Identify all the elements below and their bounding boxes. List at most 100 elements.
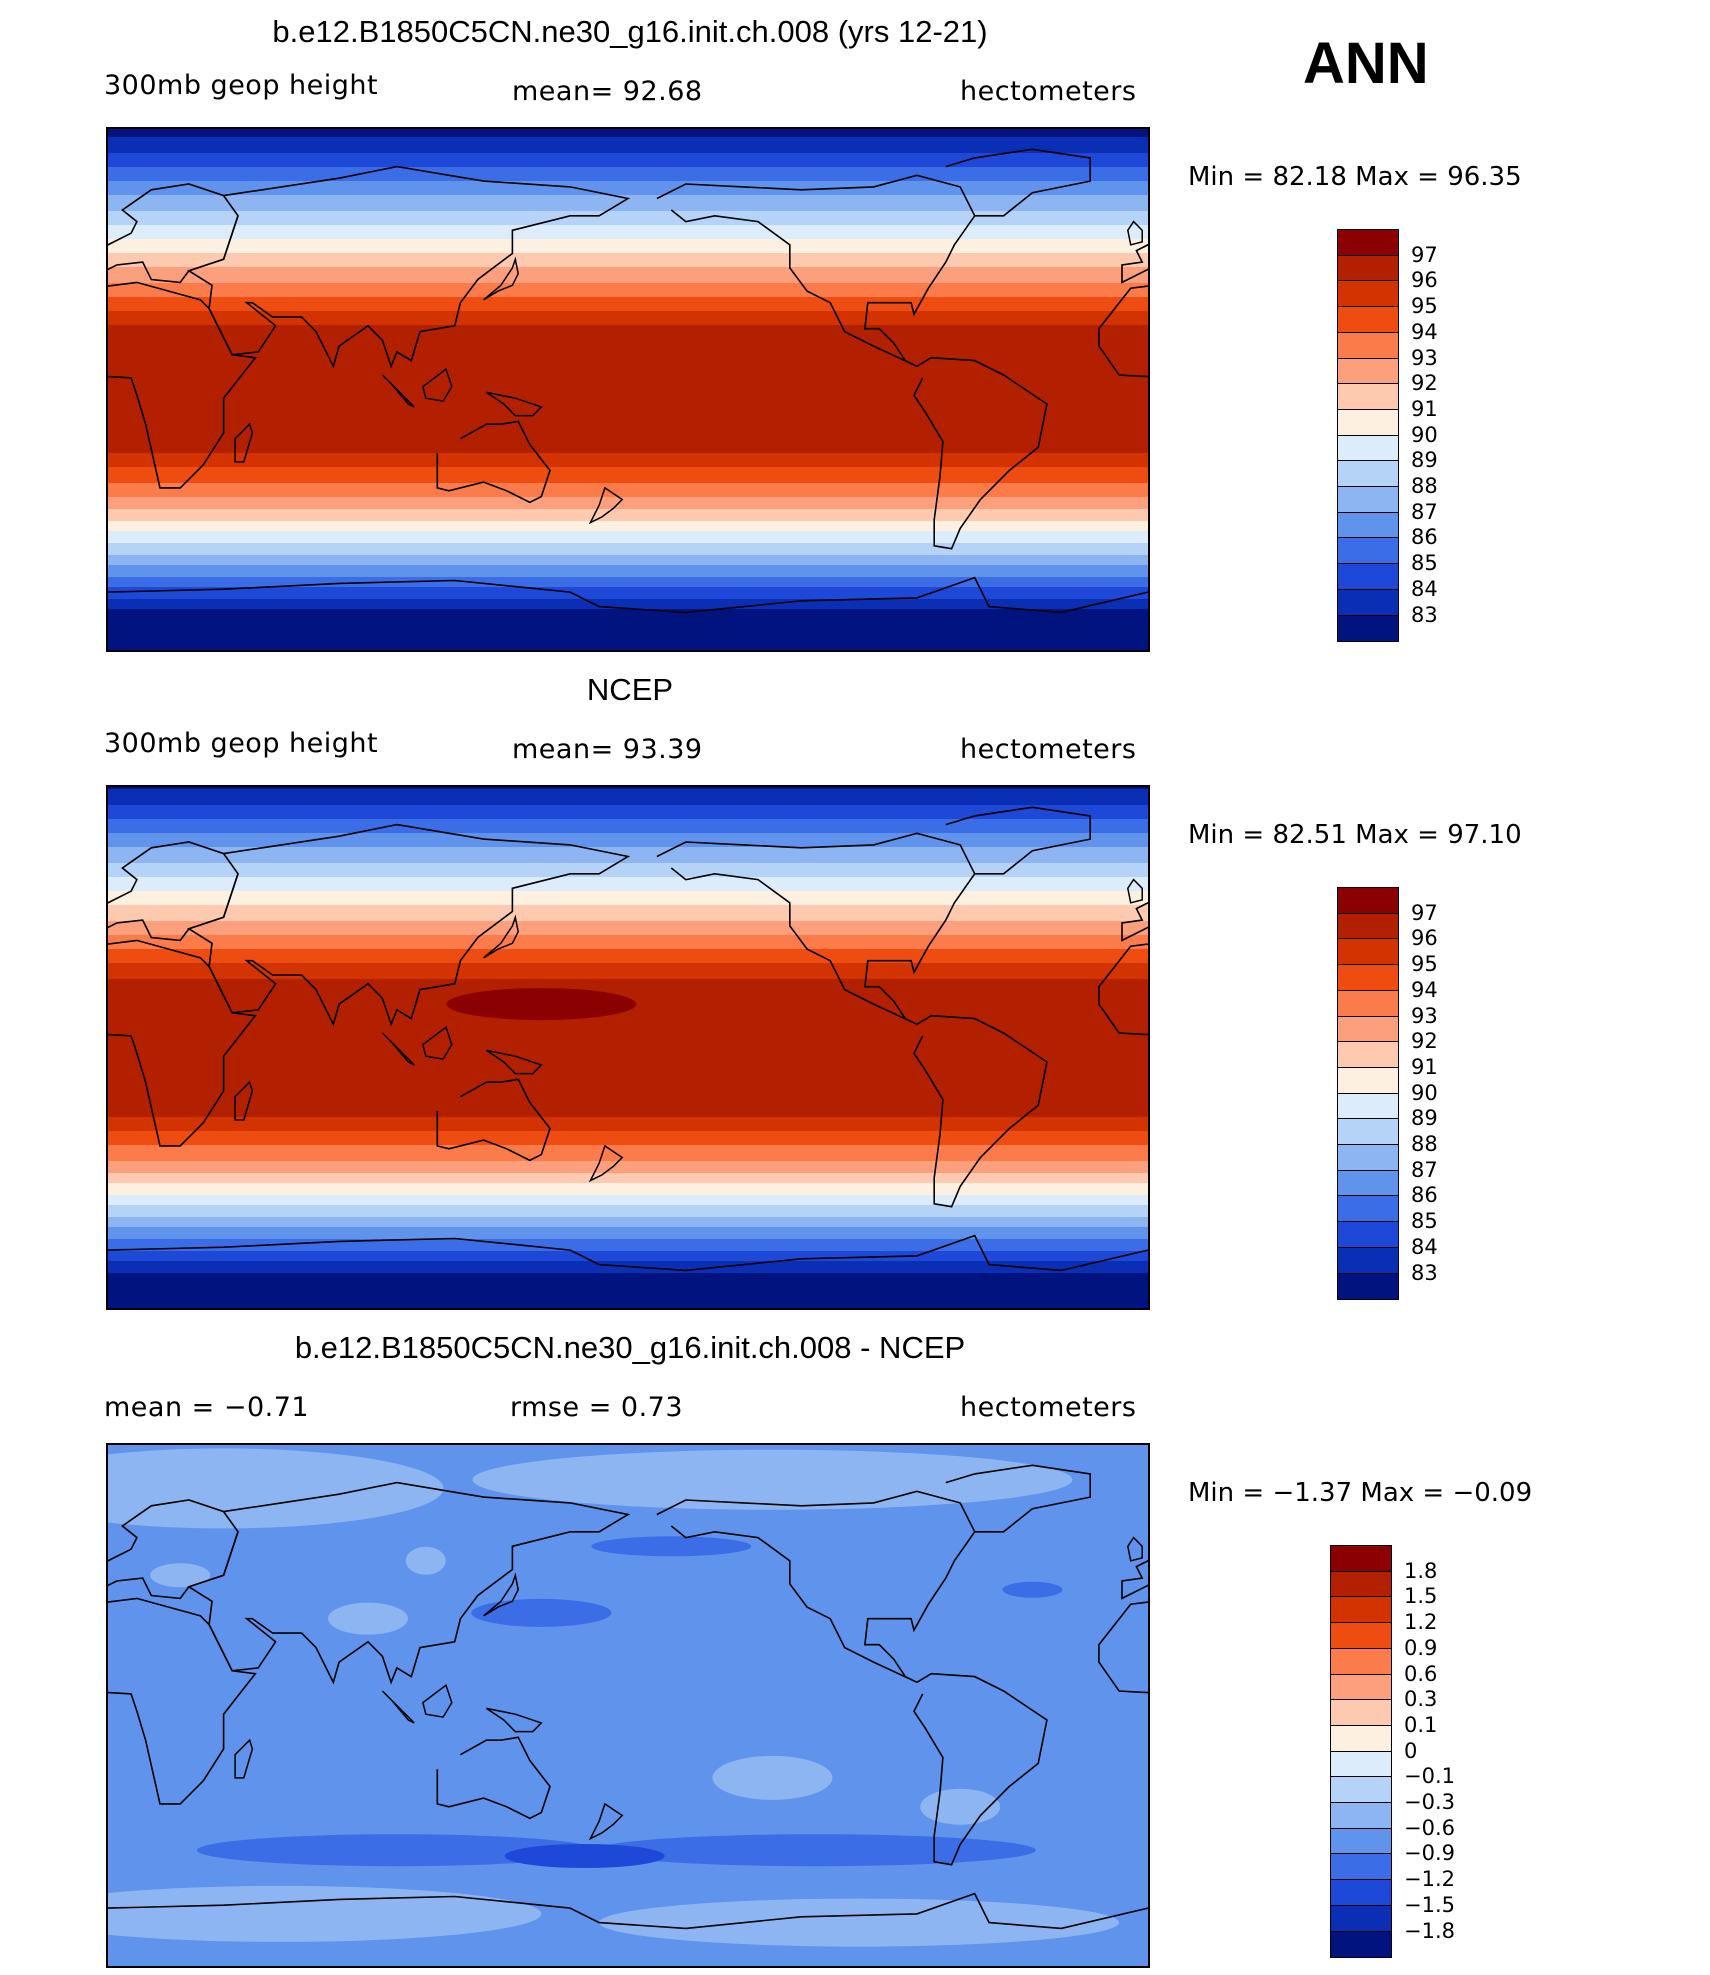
contour-band — [108, 1071, 1148, 1074]
contour-band — [108, 1069, 1148, 1072]
contour-band — [108, 485, 1148, 488]
contour-band — [108, 131, 1148, 134]
contour-band — [108, 989, 1148, 992]
new-zealand-outline — [588, 1802, 624, 1841]
contour-band — [108, 209, 1148, 212]
contour-band — [108, 1157, 1148, 1160]
contour-band — [108, 385, 1148, 388]
contour-band — [108, 963, 1148, 966]
contour-band — [108, 1297, 1148, 1300]
contour-band — [108, 513, 1148, 516]
contour-band — [108, 1221, 1148, 1224]
contour-band — [108, 789, 1148, 792]
contour-band — [108, 1301, 1148, 1304]
colorbar-box — [1337, 887, 1399, 915]
colorbar-tick-label: 88 — [1411, 1132, 1438, 1156]
colorbar-tick-label: 97 — [1411, 242, 1438, 267]
contour-band — [108, 591, 1148, 594]
contour-band — [108, 1051, 1148, 1054]
panel-2-variable-label: 300mb geop height — [104, 728, 379, 759]
contour-band — [108, 301, 1148, 304]
contour-band — [108, 277, 1148, 280]
contour-band — [108, 169, 1148, 172]
contour-band — [108, 985, 1148, 988]
colorbar-box — [1337, 1015, 1399, 1043]
contour-band — [108, 1105, 1148, 1108]
contour-band — [108, 303, 1148, 306]
diff-contour-region — [1002, 1581, 1063, 1598]
contour-band — [108, 211, 1148, 214]
contour-band — [108, 555, 1148, 558]
panel-2-units-label: hectometers — [960, 734, 1137, 765]
contour-band — [108, 797, 1148, 800]
sumatra-outline — [381, 374, 415, 408]
colorbar-tick-label: −1.5 — [1404, 1892, 1455, 1917]
asia-outline — [187, 1481, 631, 1685]
colorbar-tick-label: 0 — [1404, 1738, 1418, 1763]
colorbar-box — [1330, 1596, 1392, 1624]
colorbar-tick-label: 84 — [1411, 1234, 1438, 1259]
contour-band — [108, 343, 1148, 346]
contour-band — [108, 1207, 1148, 1210]
contour-band — [108, 1287, 1148, 1290]
colorbar-tick-label: 86 — [1411, 525, 1438, 550]
contour-band — [108, 975, 1148, 978]
contour-band — [108, 147, 1148, 150]
contour-band — [108, 1117, 1148, 1120]
contour-band — [108, 153, 1148, 156]
contour-band — [108, 481, 1148, 484]
contour-band — [108, 1131, 1148, 1134]
contour-band — [108, 987, 1148, 990]
contour-band — [108, 431, 1148, 434]
contour-band — [108, 595, 1148, 598]
contour-band — [108, 1123, 1148, 1126]
colorbar-tick-label: 94 — [1411, 977, 1438, 1002]
contour-band — [108, 137, 1148, 140]
contour-band — [108, 317, 1148, 320]
contour-band — [108, 1281, 1148, 1284]
season-label: ANN — [1303, 31, 1429, 96]
contour-band — [108, 437, 1148, 440]
contour-band — [108, 179, 1148, 182]
contour-band — [108, 167, 1148, 170]
contour-band — [108, 623, 1148, 626]
contour-band — [108, 1173, 1148, 1176]
colorbar-tick-label: 1.2 — [1404, 1610, 1438, 1635]
contour-band — [108, 441, 1148, 444]
contour-band — [108, 949, 1148, 952]
contour-band — [108, 419, 1148, 422]
contour-band — [108, 971, 1148, 974]
contour-band — [108, 269, 1148, 272]
panel-2-minmax: Min = 82.51 Max = 97.10 — [1188, 820, 1522, 850]
contour-band — [108, 1271, 1148, 1274]
colorbar-box — [1330, 1570, 1392, 1598]
contour-band — [108, 629, 1148, 632]
contour-band — [108, 1209, 1148, 1212]
contour-band — [108, 1201, 1148, 1204]
contour-band — [108, 587, 1148, 590]
contour-band — [108, 183, 1148, 186]
colorbar-box — [1330, 1776, 1392, 1804]
contour-band — [108, 1063, 1148, 1066]
contour-band — [108, 879, 1148, 882]
contour-band — [108, 871, 1148, 874]
colorbar-box — [1337, 1092, 1399, 1120]
greenland-outline — [945, 148, 1092, 217]
contour-band — [108, 1041, 1148, 1044]
contour-band — [108, 1235, 1148, 1238]
colorbar-box — [1337, 1144, 1399, 1172]
contour-band — [108, 887, 1148, 890]
contour-band — [108, 833, 1148, 836]
colorbar-tick-label: 0.6 — [1404, 1661, 1438, 1686]
contour-band — [108, 517, 1148, 520]
panel-1-variable-label: 300mb geop height — [104, 70, 379, 101]
contour-band — [108, 1101, 1148, 1104]
contour-band — [108, 535, 1148, 538]
contour-band — [108, 893, 1148, 896]
africa-outline — [108, 1597, 257, 1805]
contour-band — [108, 1093, 1148, 1096]
contour-band — [108, 539, 1148, 542]
contour-band — [108, 1029, 1148, 1032]
contour-band — [108, 413, 1148, 416]
contour-band — [108, 955, 1148, 958]
